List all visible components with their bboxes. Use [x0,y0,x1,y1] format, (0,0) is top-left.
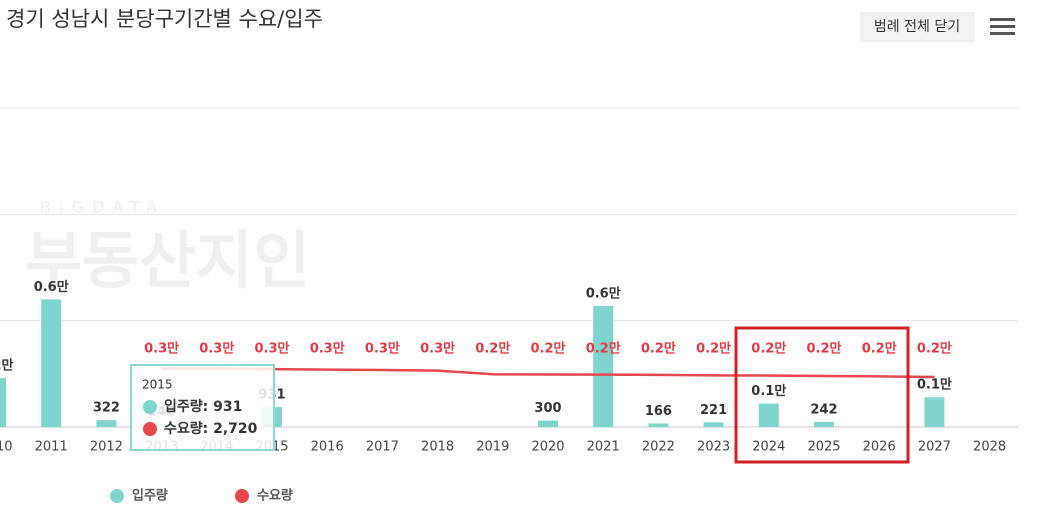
watermark-small: BIGDATA [40,198,165,217]
chart-title: 경기 성남시 분당구기간별 수요/입주 [6,7,323,31]
bar [0,378,6,427]
legend-toggle[interactable] [860,12,975,42]
legend-label: 수요량 [257,489,293,504]
legend-swatch [235,489,249,503]
legend-toggle-label[interactable]: 범례 전체 닫기 [874,19,960,35]
x-tick-label: 2021 [587,440,620,455]
bar-value-label: 0.6만 [34,279,69,295]
line-value-label: 0.3만 [420,341,455,357]
tooltip-dot [143,422,157,436]
x-tick-label: 2022 [642,440,675,455]
line-value-label: 0.2만 [751,341,786,357]
menu-icon[interactable] [990,18,1015,35]
bar-value-label: 0.2만 [0,358,14,374]
x-tick-label: 2018 [421,440,454,455]
line-value-label: 0.2만 [807,341,842,357]
x-tick-label: 2026 [863,440,896,455]
tooltip: 2015 입주량: 931 수요량: 2,720 [130,364,275,451]
x-tick-label: 2017 [366,440,399,455]
bar [924,397,945,427]
bar-value-label: 221 [700,403,727,418]
line-value-label: 0.2만 [531,341,566,357]
line-value-label: 0.3만 [365,341,400,357]
line-value-label: 0.2만 [586,341,621,357]
line-value-label: 0.2만 [917,341,952,357]
line-value-label: 0.2만 [641,341,676,357]
menu-bar[interactable] [990,18,1015,21]
line-value-label: 0.3만 [255,341,290,357]
tooltip-line: 입주량: 931 [164,399,242,415]
legend-swatch [110,489,124,503]
bar-value-label: 242 [810,402,837,417]
menu-bar[interactable] [990,25,1015,28]
bar-value-label: 166 [645,404,672,419]
tooltip-dot [143,400,157,414]
bar-value-label: 0.6만 [586,285,621,301]
x-tick-label: 2019 [476,440,509,455]
bar [538,420,558,427]
x-tick-label: 2012 [90,440,123,455]
x-tick-label: 2016 [311,440,344,455]
bar-value-label: 0.1만 [917,377,952,393]
bar [814,421,834,427]
line-value-label: 0.2만 [475,341,510,357]
legend-label: 입주량 [132,489,168,504]
legend: 입주량 수요량 [110,489,293,504]
x-tick-label: 2020 [531,440,564,455]
bar [593,305,614,427]
x-tick-label: 2024 [752,440,785,455]
x-tick-label: 2028 [973,440,1006,455]
line-value-label: 0.3만 [144,341,179,357]
bar [648,423,669,427]
tooltip-line: 수요량: 2,720 [164,421,258,437]
bar-value-label: 0.1만 [751,383,786,399]
bar [41,299,62,427]
line-value-label: 0.3만 [199,341,234,357]
line [161,367,935,379]
x-tick-label: 2011 [35,440,68,455]
x-tick-label: 2025 [807,440,840,455]
bar-value-label: 300 [534,401,561,416]
bar [703,422,724,427]
bar-value-label: 322 [93,401,120,416]
tooltip-title: 2015 [142,378,173,392]
line-value-label: 0.2만 [862,341,897,357]
bar [758,403,779,427]
menu-bar[interactable] [990,32,1015,35]
highlight-box [734,326,910,464]
x-tick-label: 2023 [697,440,730,455]
x-tick-label: 2027 [918,440,951,455]
line-value-label: 0.2만 [696,341,731,357]
bar [96,420,117,427]
line-value-label: 0.3만 [310,341,345,357]
x-tick-label: 2010 [0,440,13,455]
plot: 2010201120122013201420152016201720182019… [0,107,1018,455]
watermark: 부동산지인 [25,224,310,297]
